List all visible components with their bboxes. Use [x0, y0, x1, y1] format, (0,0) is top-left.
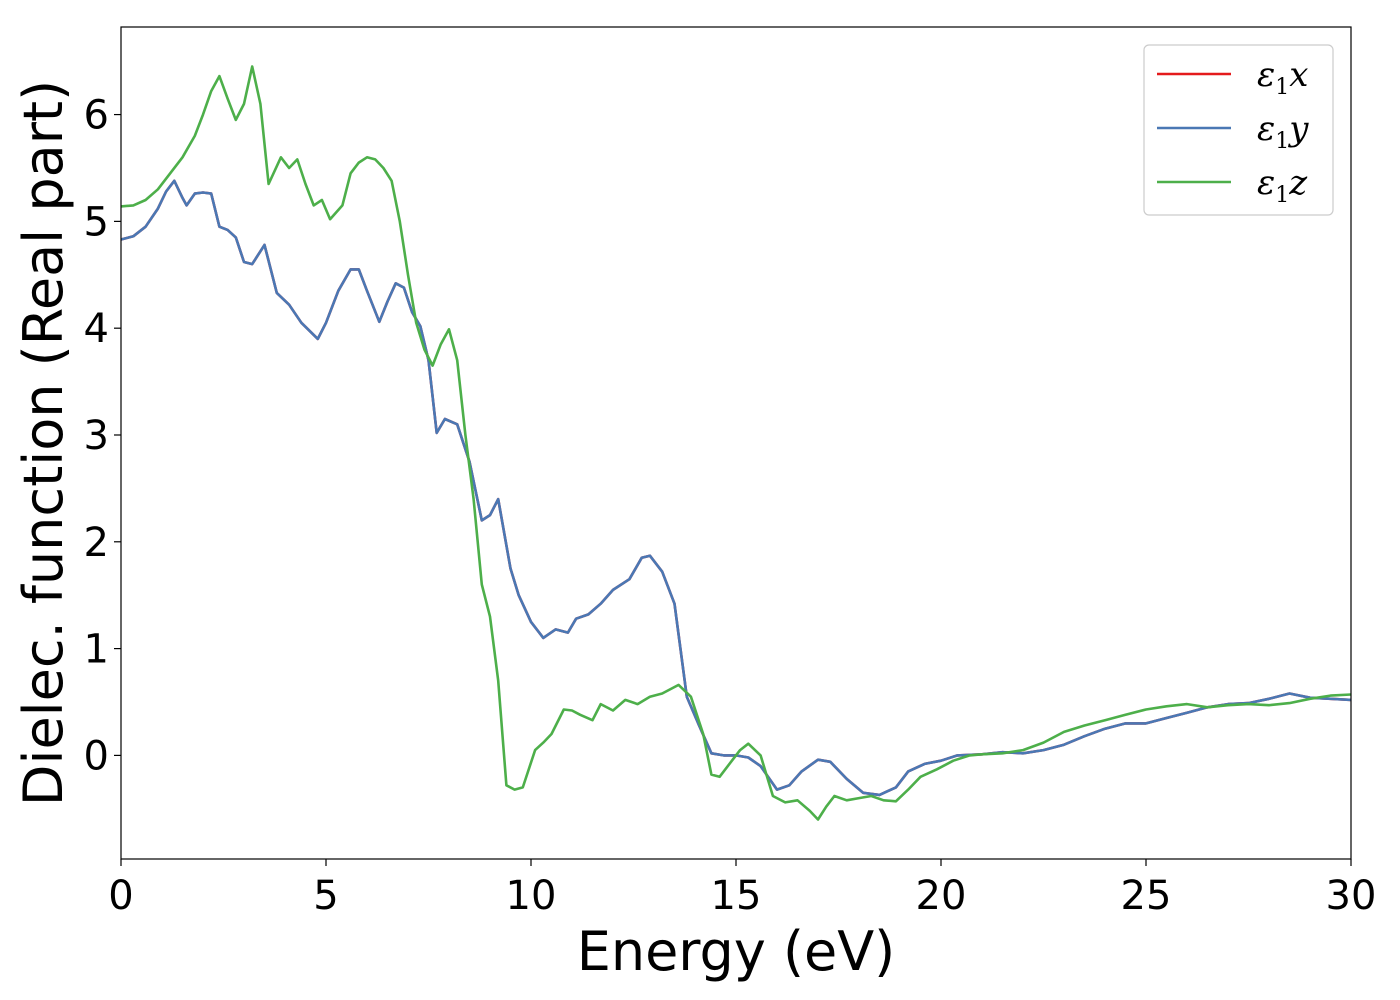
y-axis: 0 1 2 3 4 5 6 [84, 93, 121, 779]
y-tick-label: 2 [84, 520, 109, 566]
x-tick-label: 10 [506, 873, 557, 919]
x-tick-label: 15 [711, 873, 762, 919]
y-tick-label: 3 [84, 413, 109, 459]
y-axis-label: Dielec. function (Real part) [12, 80, 75, 806]
series-line-y [120, 179, 1352, 797]
y-tick-label: 5 [84, 199, 109, 245]
x-tick-label: 30 [1326, 873, 1377, 919]
x-tick-label: 5 [313, 873, 338, 919]
legend-label-y: ε1y [1257, 109, 1309, 154]
x-tick-label: 20 [916, 873, 967, 919]
x-axis-label: Energy (eV) [577, 920, 896, 983]
y-tick-label: 0 [84, 733, 109, 779]
legend-label-x: ε1x [1257, 55, 1308, 100]
x-tick-label: 0 [108, 873, 133, 919]
legend-label-z: ε1z [1257, 163, 1308, 208]
plot-lines [120, 65, 1352, 821]
y-tick-label: 6 [84, 93, 109, 139]
y-tick-label: 1 [84, 627, 109, 673]
legend: ε1x ε1y ε1z [1143, 44, 1334, 216]
x-axis: 0 5 10 15 20 25 30 [108, 859, 1376, 919]
legend-box [1143, 44, 1334, 216]
series-line-z [120, 65, 1352, 821]
y-tick-label: 4 [84, 306, 109, 352]
x-tick-label: 25 [1121, 873, 1172, 919]
